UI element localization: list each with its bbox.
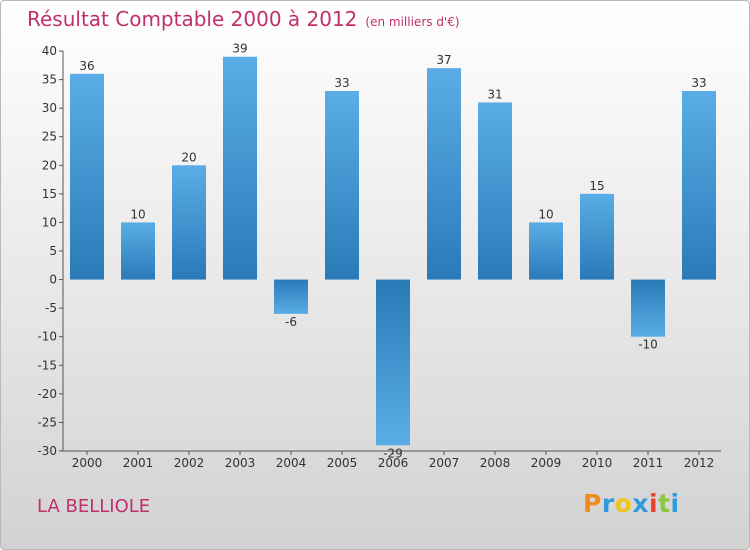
value-label: 20 bbox=[181, 150, 196, 164]
x-tick-label: 2001 bbox=[123, 456, 154, 470]
x-tick-label: 2012 bbox=[684, 456, 715, 470]
x-tick-label: 2004 bbox=[276, 456, 307, 470]
bars bbox=[70, 56, 716, 446]
x-tick-label: 2000 bbox=[72, 456, 103, 470]
value-label: -6 bbox=[285, 315, 297, 329]
logo-letter: i bbox=[670, 489, 680, 518]
y-tick-label: 25 bbox=[42, 130, 57, 144]
y-tick-label: -25 bbox=[37, 415, 57, 429]
value-label: 10 bbox=[538, 207, 553, 221]
x-tick-label: 2009 bbox=[531, 456, 562, 470]
value-label: -29 bbox=[383, 446, 403, 460]
x-tick-label: 2005 bbox=[327, 456, 358, 470]
value-label: 37 bbox=[436, 53, 451, 67]
y-axis: 40 35 30 25 20 15 10 5 0 -5 -10 -15 -20 -25 -30 bbox=[37, 44, 64, 458]
bar-2011 bbox=[631, 279, 665, 337]
x-tick-label: 2010 bbox=[582, 456, 613, 470]
logo-letter: x bbox=[632, 489, 649, 518]
y-tick-label: 10 bbox=[42, 215, 57, 229]
bar-2008 bbox=[478, 102, 512, 280]
logo-letter: r bbox=[601, 489, 615, 518]
logo-letter: o bbox=[614, 489, 633, 518]
place-name: LA BELLIOLE bbox=[37, 496, 151, 517]
bar-2006 bbox=[376, 279, 410, 446]
bar-2000 bbox=[70, 73, 104, 280]
bar-2002 bbox=[172, 165, 206, 280]
bar-2004 bbox=[274, 279, 308, 314]
x-tick-label: 2007 bbox=[429, 456, 460, 470]
bar-2005 bbox=[325, 91, 359, 280]
title-text: Résultat Comptable 2000 à 2012 bbox=[27, 7, 358, 31]
value-label: 33 bbox=[334, 76, 349, 90]
y-tick-label: -20 bbox=[37, 387, 57, 401]
x-axis: 2000 2001 2002 2003 2004 2005 2006 2007 2008 2009… bbox=[63, 450, 721, 470]
bar-2007 bbox=[427, 68, 461, 280]
bar-2003 bbox=[223, 56, 257, 280]
logo-letter: P bbox=[583, 489, 602, 518]
chart-subtitle: (en milliers d'€) bbox=[365, 15, 460, 29]
chart-title: Résultat Comptable 2000 à 2012 (en millie… bbox=[27, 7, 460, 31]
value-label: 10 bbox=[130, 207, 145, 221]
x-tick-label: 2002 bbox=[174, 456, 205, 470]
value-label: 36 bbox=[79, 59, 94, 73]
y-tick-label: 15 bbox=[42, 187, 57, 201]
y-tick-label: 5 bbox=[49, 244, 57, 258]
value-labels: 36 10 20 39 -6 33 -29 37 31 10 15 -10 33 bbox=[79, 42, 706, 461]
x-tick-label: 2011 bbox=[633, 456, 664, 470]
y-tick-label: 20 bbox=[42, 158, 57, 172]
x-tick-label: 2008 bbox=[480, 456, 511, 470]
bar-2009 bbox=[529, 222, 563, 280]
y-tick-label: 0 bbox=[49, 273, 57, 287]
y-tick-label: 30 bbox=[42, 101, 57, 115]
x-tick-label: 2003 bbox=[225, 456, 256, 470]
logo-letter: t bbox=[658, 489, 671, 518]
bar-2012 bbox=[682, 91, 716, 280]
y-tick-label: 40 bbox=[42, 44, 57, 58]
y-tick-label: -30 bbox=[37, 444, 57, 458]
value-label: -10 bbox=[638, 338, 658, 352]
value-label: 39 bbox=[232, 42, 247, 56]
y-tick-label: -10 bbox=[37, 330, 57, 344]
bar-2010 bbox=[580, 193, 614, 280]
y-tick-label: 35 bbox=[42, 73, 57, 87]
proxiti-logo[interactable]: Proxiti bbox=[583, 489, 680, 518]
bar-2001 bbox=[121, 222, 155, 280]
value-label: 31 bbox=[487, 87, 502, 101]
value-label: 33 bbox=[691, 76, 706, 90]
value-label: 15 bbox=[589, 179, 604, 193]
logo-letter: i bbox=[649, 489, 659, 518]
y-tick-label: -5 bbox=[45, 301, 57, 315]
x-tick-label: 2006 bbox=[378, 456, 409, 470]
y-tick-label: -15 bbox=[37, 358, 57, 372]
